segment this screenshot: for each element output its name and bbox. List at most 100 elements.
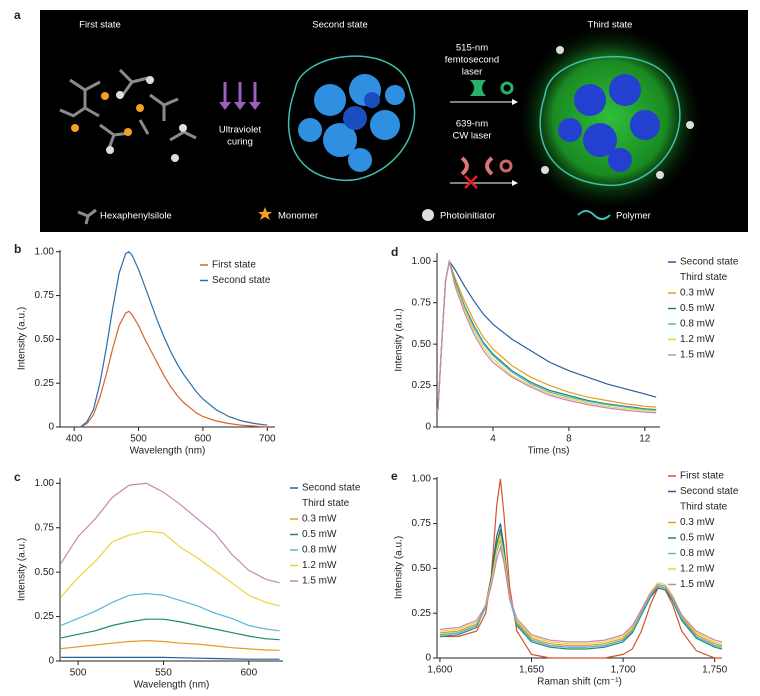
legend-label: 0.3 mW xyxy=(680,517,715,528)
x-tick-label: 500 xyxy=(130,434,147,445)
legend-label: 1.2 mW xyxy=(680,334,715,345)
legend-label: 0.3 mW xyxy=(680,288,715,299)
x-tick-label: 1,650 xyxy=(519,665,544,676)
x-axis-label: Raman shift (cm⁻¹) xyxy=(537,677,622,688)
diagram: First state Second state Third state Ultrav… xyxy=(40,10,748,232)
legend-label: Polymer xyxy=(616,211,651,222)
panel-label: d xyxy=(391,245,398,259)
diagram-label: 515-nm xyxy=(456,43,488,54)
y-tick-label: 0.75 xyxy=(35,290,55,301)
x-tick-label: 1,600 xyxy=(427,665,452,676)
y-tick-label: 1.00 xyxy=(35,478,55,489)
legend-label: Photoinitiator xyxy=(440,211,495,222)
legend-group-label: Third state xyxy=(680,272,728,283)
legend-label: Monomer xyxy=(278,211,318,222)
series-line xyxy=(60,639,280,651)
series-line xyxy=(439,478,722,659)
legend-label: 1.5 mW xyxy=(302,576,337,587)
y-tick-label: 0 xyxy=(48,422,54,433)
y-tick-label: 0.50 xyxy=(35,567,55,578)
series-line xyxy=(439,528,723,650)
legend-group-label: Third state xyxy=(302,498,350,509)
panel-label: b xyxy=(14,242,21,256)
y-tick-label: 0.25 xyxy=(35,611,55,622)
x-tick-label: 1,750 xyxy=(702,665,727,676)
x-tick-label: 600 xyxy=(241,668,258,679)
x-tick-label: 400 xyxy=(66,434,83,445)
uv-arrows xyxy=(219,82,261,110)
x-tick-label: 700 xyxy=(259,434,276,445)
x-tick-label: 550 xyxy=(155,668,172,679)
molecules xyxy=(59,68,197,152)
y-tick-label: 0.25 xyxy=(35,378,55,389)
y-tick-label: 0.75 xyxy=(35,522,55,533)
legend-label: 1.2 mW xyxy=(680,564,715,575)
series-line xyxy=(80,310,268,428)
x-axis-label: Wavelength (nm) xyxy=(130,446,206,457)
series-line xyxy=(439,535,723,645)
x-tick-label: 12 xyxy=(639,434,651,445)
y-axis-label: Intensity (a.u.) xyxy=(17,307,28,370)
y-tick-label: 0.50 xyxy=(412,563,432,574)
monomers xyxy=(71,92,144,136)
photoinitiators xyxy=(106,76,187,162)
x-tick-label: 8 xyxy=(566,434,572,445)
y-axis-label: Intensity (a.u.) xyxy=(394,308,405,371)
panel-label: a xyxy=(14,8,21,22)
series-line xyxy=(437,259,657,411)
diagram-label: curing xyxy=(227,137,253,148)
y-tick-label: 0 xyxy=(425,653,431,664)
second-state-cluster xyxy=(287,55,416,182)
legend-label: 1.5 mW xyxy=(680,579,715,590)
x-tick-label: 4 xyxy=(490,434,496,445)
x-axis-label: Wavelength (nm) xyxy=(134,680,210,691)
series-line xyxy=(60,618,280,641)
diagram-label: laser xyxy=(462,67,483,78)
legend-label: First state xyxy=(212,260,256,271)
laser-icons xyxy=(450,80,518,189)
series-line xyxy=(437,261,657,414)
legend-label: 0.5 mW xyxy=(302,529,337,540)
legend-icons xyxy=(77,207,611,225)
y-axis-label: Intensity (a.u.) xyxy=(394,536,405,599)
y-axis-label: Intensity (a.u.) xyxy=(17,538,28,601)
y-tick-label: 1.00 xyxy=(412,256,432,267)
y-tick-label: 0 xyxy=(48,656,54,667)
series-line xyxy=(61,656,280,660)
state-label: First state xyxy=(79,20,121,31)
y-tick-label: 0.25 xyxy=(412,380,432,391)
y-tick-label: 0.25 xyxy=(412,608,432,619)
legend-label: 0.5 mW xyxy=(680,533,715,544)
series-line xyxy=(80,251,268,428)
x-tick-label: 1,700 xyxy=(611,665,636,676)
diagram-label: CW laser xyxy=(452,131,491,142)
y-tick-label: 0.75 xyxy=(412,297,432,308)
legend-label: Second state xyxy=(212,275,271,286)
legend-label: Second state xyxy=(302,483,361,494)
legend-label: 0.8 mW xyxy=(680,548,715,559)
x-tick-label: 500 xyxy=(70,668,87,679)
legend-label: 0.8 mW xyxy=(680,319,715,330)
legend-label: Second state xyxy=(680,486,739,497)
legend-label: 0.8 mW xyxy=(302,545,337,556)
y-tick-label: 1.00 xyxy=(35,246,55,257)
legend-label: 0.5 mW xyxy=(680,303,715,314)
y-tick-label: 0.50 xyxy=(35,334,55,345)
diagram-label: Ultraviolet xyxy=(219,125,262,136)
series-line xyxy=(439,544,723,643)
x-tick-label: 600 xyxy=(195,434,212,445)
y-tick-label: 0 xyxy=(425,422,431,433)
diagram-label: 639-nm xyxy=(456,119,488,130)
legend-label: 0.3 mW xyxy=(302,514,337,525)
panel-label: e xyxy=(391,469,398,483)
y-tick-label: 1.00 xyxy=(412,473,432,484)
legend-label: Second state xyxy=(680,257,739,268)
legend-group-label: Third state xyxy=(680,502,728,513)
series-line xyxy=(60,592,280,632)
legend-label: 1.5 mW xyxy=(680,350,715,361)
y-tick-label: 0.50 xyxy=(412,339,432,350)
third-state-cluster xyxy=(515,23,705,213)
panel-label: c xyxy=(14,470,21,484)
diagram-label: femtosecond xyxy=(445,55,499,66)
